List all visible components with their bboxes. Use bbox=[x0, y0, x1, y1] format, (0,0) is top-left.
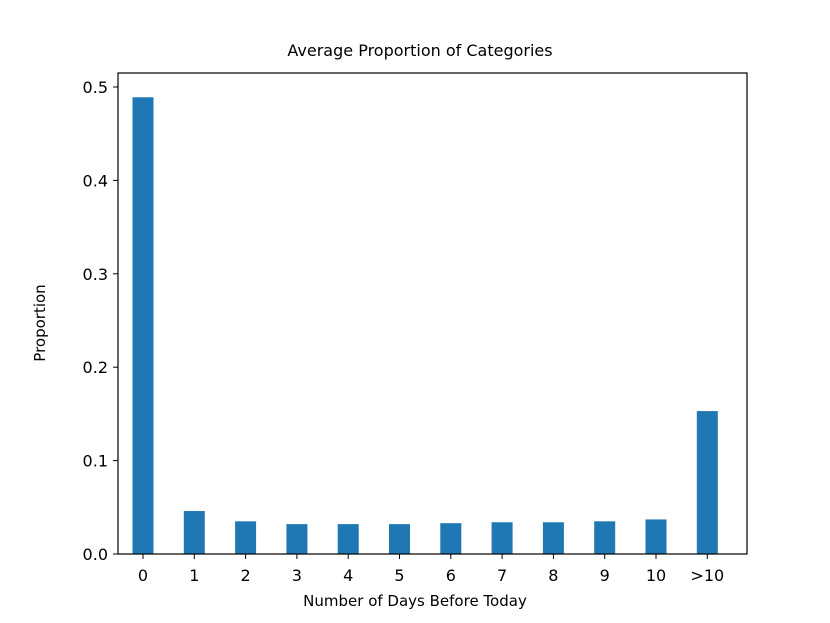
y-tick-label: 0.5 bbox=[83, 78, 108, 97]
y-tick-label: 0.0 bbox=[83, 545, 108, 564]
bar-4 bbox=[337, 524, 359, 554]
x-tick-label: 3 bbox=[292, 566, 302, 585]
bar-6 bbox=[440, 523, 462, 554]
x-tick-label: 6 bbox=[446, 566, 456, 585]
plot-frame bbox=[117, 72, 748, 555]
x-tick-label: 8 bbox=[548, 566, 558, 585]
x-tick-label: 9 bbox=[600, 566, 610, 585]
bar-9 bbox=[594, 521, 616, 554]
bar-2 bbox=[235, 521, 257, 554]
y-tick-label: 0.1 bbox=[83, 452, 108, 471]
bar-0 bbox=[132, 97, 154, 555]
bar-1 bbox=[183, 511, 205, 554]
bars-group bbox=[132, 97, 718, 555]
bar-3 bbox=[286, 524, 308, 554]
bar-10 bbox=[645, 519, 667, 554]
x-axis-label: Number of Days Before Today bbox=[303, 592, 527, 610]
x-tick-label: 1 bbox=[189, 566, 199, 585]
bar-7 bbox=[491, 522, 513, 554]
y-tick-label: 0.3 bbox=[83, 265, 108, 284]
bar-gt10 bbox=[696, 411, 718, 554]
x-tick-label: 10 bbox=[646, 566, 666, 585]
chart-title: Average Proportion of Categories bbox=[287, 41, 552, 60]
bar-8 bbox=[542, 522, 564, 554]
x-tick-label: 4 bbox=[343, 566, 353, 585]
x-tick-label: >10 bbox=[690, 566, 724, 585]
x-tick-label: 5 bbox=[394, 566, 404, 585]
y-tick-label: 0.4 bbox=[83, 171, 108, 190]
x-tick-label: 7 bbox=[497, 566, 507, 585]
y-axis-label: Proportion bbox=[31, 284, 49, 361]
bar-5 bbox=[389, 524, 410, 554]
x-axis-ticks: 0 1 2 3 4 5 6 7 8 9 10 >10 bbox=[138, 554, 724, 585]
x-tick-label: 2 bbox=[241, 566, 251, 585]
x-tick-label: 0 bbox=[138, 566, 148, 585]
y-axis-ticks: 0.0 0.1 0.2 0.3 0.4 0.5 bbox=[83, 78, 118, 564]
y-tick-label: 0.2 bbox=[83, 358, 108, 377]
